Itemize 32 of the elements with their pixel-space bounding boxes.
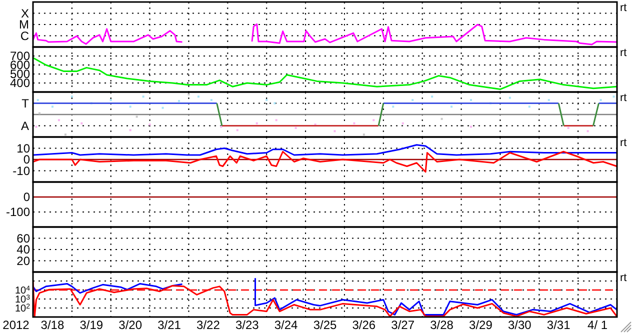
x-tick-label: 3/21 — [158, 318, 182, 332]
y-tick-label: 0 — [23, 190, 30, 204]
x-tick-label: 3/24 — [274, 318, 298, 332]
y-tick-label: 10 — [16, 141, 30, 156]
x-tick-label: 3/20 — [118, 318, 142, 332]
x-tick-label: 3/18 — [40, 318, 64, 332]
x-axis-title: 2012 — [2, 318, 30, 332]
x-tick-label: 3/22 — [196, 318, 220, 332]
text: A — [20, 118, 29, 133]
x-tick-label: 3/28 — [430, 318, 454, 332]
y-tick-label: 60 — [16, 231, 30, 246]
x-tick-label: 3/19 — [80, 318, 104, 332]
text: rt — [620, 137, 627, 149]
x-tick-label: 4/ 1 — [588, 318, 608, 332]
text: rt — [620, 47, 627, 59]
text: rt — [620, 272, 627, 284]
text: X — [20, 6, 29, 20]
x-tick-label: 3/23 — [235, 318, 260, 332]
x-tick-label: 3/27 — [391, 318, 415, 332]
x-tick-label: 3/31 — [546, 318, 571, 332]
line-series — [33, 57, 617, 90]
x-tick-label: 3/30 — [508, 318, 532, 332]
y-tick-label: -100 — [6, 205, 30, 220]
x-tick-label: 3/29 — [469, 318, 493, 332]
line-series — [33, 144, 617, 156]
x-tick-label: 3/26 — [352, 318, 376, 332]
y-tick-label: 10$^{2}$ — [14, 303, 30, 314]
line-series — [33, 150, 617, 173]
text: rt — [620, 92, 627, 104]
text: T — [22, 96, 30, 110]
text: rt — [620, 2, 627, 14]
x-tick-label: 3/25 — [313, 318, 337, 332]
